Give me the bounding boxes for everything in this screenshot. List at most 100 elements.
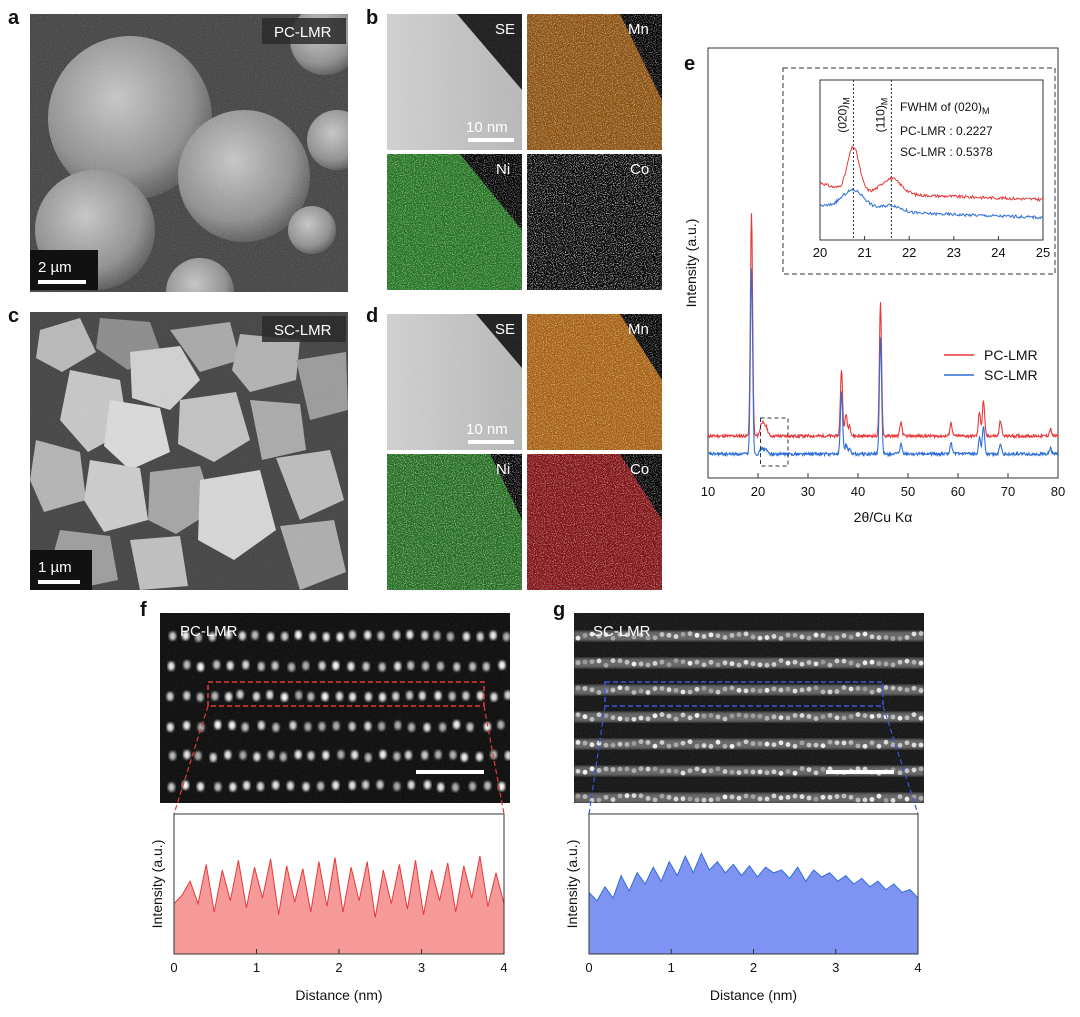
panel-f-profile-area bbox=[174, 856, 504, 954]
panel-b-tile-co-label: Co bbox=[630, 161, 649, 178]
panel-f-xtick-label: 4 bbox=[500, 960, 507, 975]
panel-e-xtick-label: 60 bbox=[951, 484, 965, 499]
panel-e-series-sc-lmr bbox=[707, 268, 1059, 458]
panel-a-label: a bbox=[8, 7, 20, 29]
panel-e-inset-xtick-label: 25 bbox=[1036, 245, 1050, 260]
panel-b-scalebar bbox=[468, 138, 514, 142]
panel-e-legend-label: PC-LMR bbox=[984, 347, 1038, 363]
panel-g-ylabel: Intensity (a.u.) bbox=[564, 840, 580, 929]
panel-e-inset-xtick-label: 21 bbox=[857, 245, 871, 260]
panel-c-label: c bbox=[8, 305, 19, 327]
panel-g-zoom-line-left bbox=[588, 705, 606, 815]
panel-e-zoom-box bbox=[760, 417, 789, 467]
panel-g-zoom-line-right bbox=[882, 705, 919, 815]
panel-b-label: b bbox=[366, 7, 378, 29]
panel-e-xtick-label: 80 bbox=[1051, 484, 1065, 499]
panel-f-scalebar bbox=[416, 770, 484, 774]
panel-c-scalebar bbox=[38, 580, 80, 584]
panel-c-tag: SC-LMR bbox=[274, 322, 332, 339]
panel-c-sem-image bbox=[30, 312, 348, 590]
panel-e-ylabel: Intensity (a.u.) bbox=[683, 219, 699, 308]
panel-g-xlabel: Distance (nm) bbox=[710, 987, 797, 1003]
panel-e-xtick-label: 30 bbox=[801, 484, 815, 499]
panel-b-se-tile bbox=[387, 14, 522, 150]
panel-f-tag: PC-LMR bbox=[180, 623, 238, 640]
panel-f-xtick-label: 0 bbox=[170, 960, 177, 975]
panel-d-co-tile bbox=[527, 454, 662, 590]
panel-b-tile-se-label: SE bbox=[495, 21, 515, 38]
panel-g-xtick-label: 4 bbox=[914, 960, 921, 975]
panel-d-scalebar bbox=[468, 440, 514, 444]
panel-e-inset-xtick-label: 22 bbox=[902, 245, 916, 260]
panel-g-haadf-image bbox=[574, 613, 924, 803]
panel-g-xtick-label: 0 bbox=[585, 960, 592, 975]
panel-e-label: e bbox=[684, 53, 695, 75]
panel-e-xtick-label: 10 bbox=[701, 484, 715, 499]
panel-b-tile-mn-label: Mn bbox=[628, 21, 649, 38]
panel-d-tile-co-label: Co bbox=[630, 461, 649, 478]
panel-e-xrd-chart: 10 20 30 40 50 60 70 80 2θ/Cu Kα Intensity (a.u.)… bbox=[683, 47, 1065, 525]
panel-g-label: g bbox=[553, 599, 565, 621]
panel-g-xtick-label: 1 bbox=[668, 960, 675, 975]
panel-g-tag: SC-LMR bbox=[593, 623, 651, 640]
panel-b-mn-tile bbox=[527, 14, 662, 150]
panel-g-profile-chart: 0 1 2 3 4 Distance (nm) Intensity (a.u.) bbox=[564, 813, 922, 1003]
panel-d-ni-tile bbox=[387, 454, 522, 590]
panel-a-sem-image bbox=[30, 14, 348, 292]
panel-e-inset-marker-label: (020)M bbox=[835, 97, 851, 133]
panel-b-tile-ni-label: Ni bbox=[496, 161, 510, 178]
panel-f-xlabel: Distance (nm) bbox=[295, 987, 382, 1003]
panel-d-tile-se-label: SE bbox=[495, 321, 515, 338]
panel-f-label: f bbox=[140, 599, 147, 621]
panel-g-xtick-label: 2 bbox=[750, 960, 757, 975]
panel-g-profile-line bbox=[588, 851, 919, 902]
panel-g-xtick-label: 3 bbox=[832, 960, 839, 975]
panel-e-xtick-label: 70 bbox=[1001, 484, 1015, 499]
panel-e-xtick-label: 40 bbox=[851, 484, 865, 499]
panel-e-legend-label: SC-LMR bbox=[984, 367, 1038, 383]
panel-c-scalebar-label: 1 µm bbox=[38, 559, 72, 576]
panel-f-zoom-line-right bbox=[483, 705, 505, 815]
panel-f-ylabel: Intensity (a.u.) bbox=[149, 840, 165, 929]
panel-a-scalebar bbox=[38, 280, 86, 284]
panel-d-mn-tile bbox=[527, 314, 662, 450]
panel-e-xtick-label: 20 bbox=[751, 484, 765, 499]
panel-e-inset-series-pc-lmr bbox=[819, 145, 1044, 203]
panel-e-plot-frame bbox=[707, 47, 1059, 479]
panel-e-inset-fwhm-sc: SC-LMR : 0.5378 bbox=[900, 145, 993, 159]
panel-e-inset-frame bbox=[782, 67, 1056, 275]
panel-f-haadf-image bbox=[160, 613, 510, 803]
panel-f-profile-box bbox=[207, 681, 485, 707]
panel-f-xtick-label: 1 bbox=[253, 960, 260, 975]
panel-g-profile-area bbox=[589, 853, 918, 954]
panel-e-inset-series-sc-lmr bbox=[819, 187, 1044, 221]
panel-e-inset-xtick-label: 20 bbox=[813, 245, 827, 260]
panel-e-series-pc-lmr bbox=[707, 213, 1059, 440]
panel-d-scalebar-label: 10 nm bbox=[466, 421, 508, 438]
panel-e-inset-xtick-label: 23 bbox=[947, 245, 961, 260]
panel-b-ni-tile bbox=[387, 154, 522, 290]
panel-e-inset-fwhm-title: FWHM of (020)M bbox=[900, 100, 990, 116]
panel-d-se-tile bbox=[387, 314, 522, 450]
panel-d-tile-ni-label: Ni bbox=[496, 461, 510, 478]
panel-d-tile-mn-label: Mn bbox=[628, 321, 649, 338]
panel-f-profile-chart: 0 1 2 3 4 Distance (nm) Intensity (a.u.) bbox=[149, 813, 508, 1003]
panel-g-profile-box bbox=[604, 681, 884, 707]
panel-d-label: d bbox=[366, 305, 378, 327]
panel-a-tag: PC-LMR bbox=[274, 24, 332, 41]
panel-b-co-tile bbox=[527, 154, 662, 290]
panel-e-xlabel: 2θ/Cu Kα bbox=[854, 509, 913, 525]
panel-e-inset-fwhm-pc: PC-LMR : 0.2227 bbox=[900, 124, 993, 138]
panel-e-xtick-label: 50 bbox=[901, 484, 915, 499]
panel-e-inset-plot-frame bbox=[819, 79, 1044, 241]
panel-e-inset-marker-label: (110)M bbox=[873, 98, 889, 133]
panel-f-zoom-line-left bbox=[173, 705, 209, 815]
panel-f-profile-line bbox=[173, 855, 505, 918]
panel-b-scalebar-label: 10 nm bbox=[466, 119, 508, 136]
panel-f-xtick-label: 3 bbox=[418, 960, 425, 975]
panel-f-xtick-label: 2 bbox=[335, 960, 342, 975]
panel-e-inset-xtick-label: 24 bbox=[991, 245, 1005, 260]
panel-a-scalebar-label: 2 µm bbox=[38, 259, 72, 276]
panel-g-scalebar bbox=[826, 770, 894, 774]
